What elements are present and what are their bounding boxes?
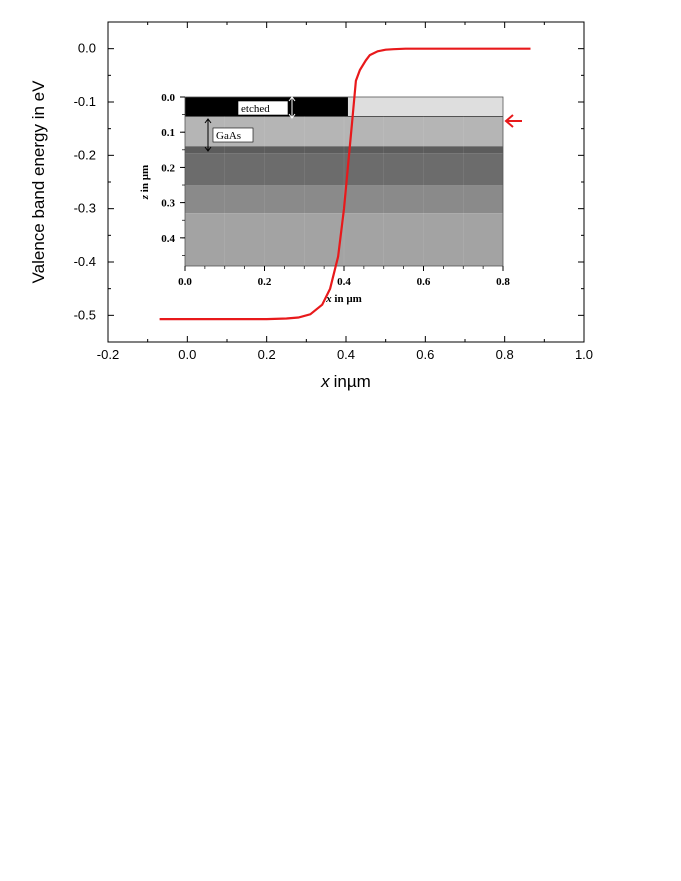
etched-label: etched — [241, 103, 270, 115]
main-x-ticks: -0.2 0.0 0.2 0.4 0.6 0.8 1.0 — [97, 22, 593, 362]
valence-band-curve — [159, 47, 531, 321]
inset-y-axis-title: z in µm — [139, 165, 151, 200]
main-y-tick-label: -0.4 — [74, 254, 96, 269]
inset-y-tick-label: 0.3 — [161, 198, 175, 210]
inset-x-tick-label: 0.6 — [417, 276, 431, 288]
gaas-label: GaAs — [216, 130, 241, 142]
main-x-tick-label: 0.4 — [337, 347, 355, 362]
inset-layer — [185, 146, 503, 154]
inset-y-tick-label: 0.1 — [161, 127, 175, 139]
surface-arrow-marker — [504, 114, 522, 128]
gaas-arrowheads — [204, 118, 212, 152]
main-x-axis-title: x inµm — [320, 372, 371, 391]
main-x-tick-label: 0.2 — [258, 347, 276, 362]
main-y-tick-label: -0.1 — [74, 94, 96, 109]
etched-label-box — [237, 100, 289, 116]
inset-x-tick-label: 0.2 — [258, 276, 272, 288]
etched-arrowheads — [288, 96, 296, 119]
main-y-axis-title: Valence band energy in eV — [29, 80, 48, 284]
inset-x-axis-title: x in µm — [325, 293, 362, 305]
main-x-tick-label: 0.0 — [178, 347, 196, 362]
main-x-tick-label: 1.0 — [575, 347, 593, 362]
main-y-tick-label: -0.3 — [74, 201, 96, 216]
main-y-tick-label: 0.0 — [78, 41, 96, 56]
gaas-label-box — [212, 127, 254, 143]
inset-layer — [185, 213, 503, 266]
inset-y-tick-label: 0.4 — [161, 233, 175, 245]
main-y-tick-label: -0.2 — [74, 147, 96, 162]
main-x-tick-label: -0.2 — [97, 347, 119, 362]
inset-x-tick-label: 0.8 — [496, 276, 510, 288]
main-y-ticks: 0.0 -0.1 -0.2 -0.3 -0.4 -0.5 — [74, 21, 584, 343]
inset-x-tick-label: 0.4 — [337, 276, 351, 288]
main-y-tick-label: -0.5 — [74, 307, 96, 322]
unetched-cap — [347, 97, 503, 117]
inset-cross-section: 0.0 0.2 0.4 0.6 0.8 0.0 0.1 0.2 0.3 0.4 etched Ga… — [139, 92, 510, 305]
main-x-tick-label: 0.8 — [496, 347, 514, 362]
main-x-tick-label: 0.6 — [416, 347, 434, 362]
inset-y-tick-label: 0.0 — [161, 92, 175, 104]
inset-y-tick-label: 0.2 — [161, 162, 175, 174]
inset-x-tick-label: 0.0 — [178, 276, 192, 288]
inset-layer — [185, 153, 503, 186]
